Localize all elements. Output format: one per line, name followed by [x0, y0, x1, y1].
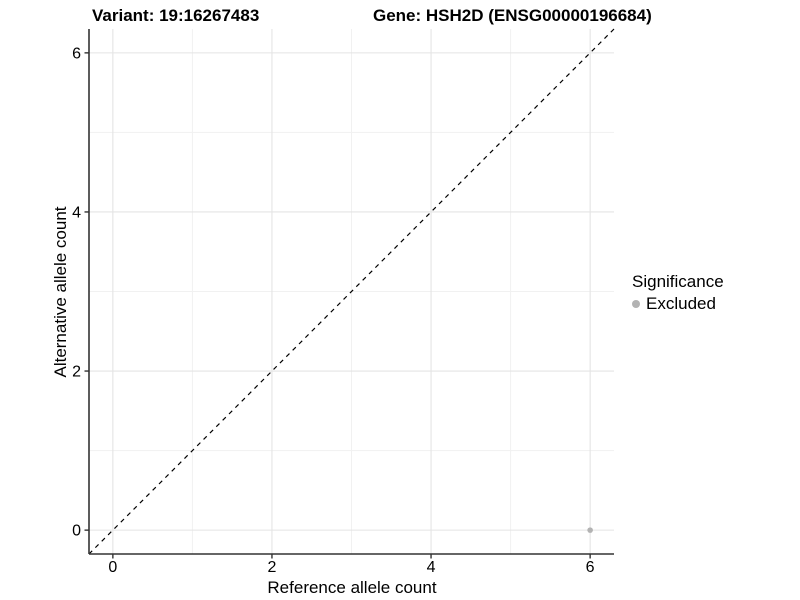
- y-tick-label: 6: [72, 45, 81, 62]
- y-tick-label: 4: [72, 204, 81, 221]
- identity-line: [88, 28, 615, 555]
- x-tick-label: 0: [108, 559, 117, 576]
- x-tick-label: 2: [268, 559, 277, 576]
- data-point: [587, 527, 593, 533]
- legend-item-label: Excluded: [646, 294, 716, 313]
- legend: Significance Excluded: [630, 272, 724, 314]
- x-tick-label: 6: [586, 559, 595, 576]
- excluded-point-icon: [632, 300, 640, 308]
- y-tick-label: 0: [72, 523, 81, 540]
- gene-title: Gene: HSH2D (ENSG00000196684): [373, 6, 652, 25]
- x-axis-title: Reference allele count: [267, 578, 437, 597]
- variant-title: Variant: 19:16267483: [92, 6, 260, 25]
- legend-title: Significance: [632, 272, 724, 291]
- y-tick-label: 2: [72, 364, 81, 381]
- x-tick-label: 4: [427, 559, 436, 576]
- y-axis-title: Alternative allele count: [51, 206, 70, 378]
- legend-item-excluded: Excluded: [630, 294, 724, 314]
